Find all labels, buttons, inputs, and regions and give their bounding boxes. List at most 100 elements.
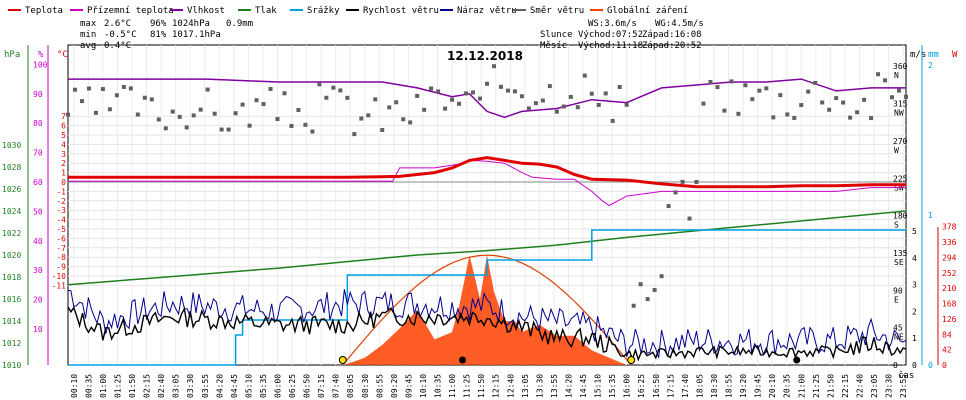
pct-tick: 90	[33, 90, 43, 99]
wind-dir-point	[624, 102, 629, 107]
clear-sky-arc	[342, 254, 632, 366]
wind-dir-point	[219, 127, 224, 132]
wind-dir-point	[240, 102, 245, 107]
time-tick: 10:35	[434, 374, 443, 398]
w-tick: 42	[942, 346, 952, 355]
stat-ws: WS:3.6m/s	[588, 19, 637, 29]
wind-dir-point	[722, 108, 727, 113]
c-tick: -11	[52, 281, 67, 290]
c-tick: -3	[56, 206, 66, 215]
dir-tick: 270	[893, 137, 908, 146]
stat-rain-total: 0.9mm	[226, 19, 253, 29]
wind-dir-point	[645, 297, 650, 302]
wind-dir-point	[380, 128, 385, 133]
wind-dir-point	[708, 80, 713, 85]
hpa-tick: 1022	[2, 229, 21, 238]
wind-dir-point	[72, 87, 77, 92]
wind-dir-point	[568, 94, 573, 99]
dir-tick: 360	[893, 62, 908, 71]
wind-dir-point	[498, 84, 503, 89]
ms-tick: 5	[912, 227, 917, 236]
time-tick: 09:45	[404, 374, 413, 398]
stat-max-label: max	[80, 19, 97, 29]
wind-dir-point	[813, 80, 818, 85]
wind-dir-point	[275, 116, 280, 121]
dir-tick: 180	[893, 212, 908, 221]
wind-dir-point	[66, 112, 70, 117]
time-tick: 01:50	[128, 374, 137, 398]
chart-title: 12.12.2018	[447, 49, 523, 63]
wind-dir-point	[331, 85, 336, 90]
c-tick: 1	[61, 169, 66, 178]
wind-dir-point	[212, 111, 217, 116]
dir-letter: N	[894, 71, 899, 80]
axis-unit-pct: %	[38, 50, 44, 60]
w-tick: 336	[942, 238, 957, 247]
wind-dir-point	[457, 101, 462, 106]
wind-dir-point	[282, 91, 287, 96]
axis-unit-mm: mm	[928, 50, 939, 60]
dir-tick: 0	[893, 361, 898, 370]
wind-dir-point	[533, 101, 538, 106]
wind-dir-point	[156, 117, 161, 122]
time-tick: 21:00	[797, 374, 806, 398]
c-tick: -1	[56, 187, 66, 196]
legend-label-smer: Směr větru	[530, 6, 584, 16]
wind-dir-point	[841, 100, 846, 105]
wind-dir-point	[401, 117, 406, 122]
time-tick: 08:30	[361, 374, 370, 398]
wind-dir-point	[876, 72, 881, 77]
pct-tick: 30	[33, 266, 43, 275]
wind-dir-point	[596, 102, 601, 107]
wind-dir-point	[897, 88, 902, 93]
wind-dir-point	[100, 87, 105, 92]
w-tick: 0	[942, 361, 947, 370]
time-tick: 18:55	[725, 374, 734, 398]
wind-dir-point	[827, 107, 832, 112]
wind-dir-point	[254, 98, 259, 103]
wind-dir-point	[408, 120, 413, 125]
wind-dir-point	[736, 111, 741, 116]
wind-dir-point	[485, 81, 489, 86]
sunrise-marker	[338, 356, 347, 364]
wind-dir-point	[834, 96, 839, 101]
wind-dir-point	[394, 100, 399, 105]
wind-dir-point	[673, 190, 678, 195]
time-tick: 09:20	[390, 374, 399, 398]
time-tick: 17:40	[681, 374, 690, 398]
time-tick: 20:35	[783, 374, 792, 398]
w-tick: 294	[942, 253, 957, 262]
wind-dir-point	[771, 115, 776, 120]
c-tick: -2	[56, 197, 66, 206]
c-tick: -4	[56, 216, 66, 225]
ms-tick: 1	[912, 334, 917, 343]
wind-dir-point	[107, 107, 112, 112]
wind-dir-point	[547, 84, 552, 89]
c-tick: -8	[56, 253, 66, 262]
wind-dir-point	[345, 95, 350, 100]
wind-dir-point	[135, 112, 140, 117]
mm-tick: 1	[928, 211, 933, 220]
time-tick: 16:00	[623, 374, 632, 398]
hpa-tick: 1014	[2, 317, 21, 326]
ms-tick: 0	[912, 361, 917, 370]
time-tick: 03:05	[172, 374, 181, 398]
wind-dir-point	[338, 88, 343, 93]
stat-wg: WG:4.5m/s	[655, 19, 704, 29]
c-tick: 2	[61, 159, 66, 168]
stat-avg-temp: 0.4°C	[104, 41, 131, 51]
wind-dir-point	[422, 107, 427, 112]
legend-label-teplota: Teplota	[25, 6, 63, 16]
ms-tick: 2	[912, 307, 917, 316]
legend-label-tlak: Tlak	[255, 6, 277, 16]
wind-dir-point	[268, 86, 273, 91]
series-naraz-vetru	[67, 289, 907, 358]
wind-dir-point	[729, 79, 734, 84]
time-tick: 06:25	[288, 374, 297, 398]
pct-tick: 70	[33, 149, 43, 158]
dir-tick: 315	[893, 100, 908, 109]
wind-dir-point	[247, 123, 252, 128]
wind-dir-point	[121, 84, 126, 89]
wind-dir-point	[792, 115, 797, 120]
